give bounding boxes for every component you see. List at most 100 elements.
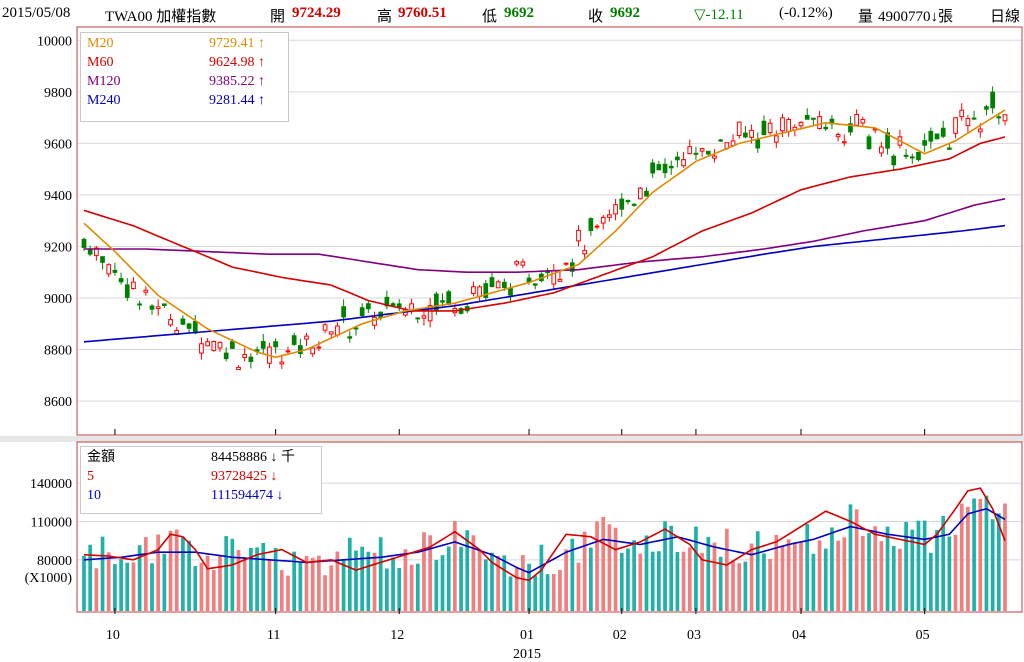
- candle-body: [440, 300, 445, 303]
- volume-bar: [422, 532, 426, 611]
- m120-line: [84, 198, 1006, 273]
- volume-bar: [261, 542, 266, 611]
- candle-body: [804, 114, 810, 120]
- volume-tick-label: 110000: [31, 515, 72, 530]
- volume-bar: [891, 545, 896, 611]
- volume-bar: [496, 555, 500, 611]
- volume-bar: [867, 533, 871, 611]
- volume-tick-label: 80000: [37, 554, 72, 569]
- volume-bar: [527, 563, 531, 611]
- vol5-line: [83, 487, 1006, 582]
- moving-average-lines: [83, 109, 1006, 359]
- volume-bar: [329, 565, 334, 611]
- month-label: 04: [792, 628, 806, 643]
- volume-bar: [928, 552, 933, 611]
- volume-bar: [310, 557, 315, 611]
- volume-bar: [341, 559, 346, 611]
- candle-body: [112, 269, 118, 273]
- volume-bar: [589, 547, 593, 611]
- open-label: 開: [270, 9, 286, 25]
- candle-body: [977, 128, 983, 133]
- price-gridlines: [78, 39, 1021, 402]
- candle-body: [879, 146, 884, 154]
- volume-bar: [113, 564, 117, 611]
- volume-bar: [626, 548, 630, 611]
- volume-bar: [848, 504, 853, 611]
- volume-bar: [669, 525, 674, 611]
- volume-bar: [694, 526, 698, 611]
- candle-body: [260, 341, 266, 349]
- candle-body: [749, 129, 754, 138]
- volume-bar: [483, 559, 488, 611]
- volume-bar: [267, 560, 272, 611]
- volume-bar: [106, 552, 111, 611]
- volume-bar: [372, 552, 377, 611]
- legend-label: M20: [87, 36, 114, 51]
- volume-bar: [304, 555, 309, 611]
- volume-axis-labels: 140000 110000 80000 (X1000): [25, 477, 73, 586]
- volume-bar: [162, 553, 167, 611]
- volume-bar: [187, 540, 191, 611]
- candle-body: [613, 204, 618, 215]
- price-tick-label: 10000: [37, 34, 72, 49]
- candle-body: [131, 281, 136, 290]
- volume-bar: [360, 546, 365, 611]
- candle-body: [798, 121, 804, 127]
- volume-bar: [904, 521, 908, 611]
- legend-value: 9729.41 ↑: [209, 36, 265, 51]
- low-label: 低: [482, 9, 498, 25]
- candle-body: [446, 291, 452, 305]
- vol10-line: [83, 507, 1006, 574]
- volume-bar: [978, 499, 983, 611]
- volume-bar: [644, 535, 649, 611]
- candle-body: [192, 320, 198, 334]
- volume-bar: [286, 575, 290, 611]
- moving-average-legend: M20 9729.41 ↑ M60 9624.98 ↑ M120 9385.22 ↑ M24…: [80, 32, 289, 122]
- volume-bar: [249, 547, 253, 611]
- volume-bar: [440, 555, 445, 611]
- volume-bar: [780, 545, 785, 611]
- candle-body: [186, 323, 192, 329]
- candle-body: [637, 187, 643, 200]
- candle-body: [823, 126, 829, 130]
- volume-bar: [959, 503, 964, 611]
- volume-bar: [576, 562, 581, 611]
- candle-body: [106, 264, 112, 275]
- volume-bar: [347, 537, 352, 611]
- candle-body: [390, 303, 396, 306]
- volume-bars: [82, 495, 1007, 611]
- price-axis-labels: 10000 9800 9600 9400 9200 9000 8800 8600: [37, 34, 72, 410]
- candle-body: [322, 324, 328, 331]
- volume-bar: [471, 535, 476, 611]
- candle-body: [817, 116, 822, 129]
- volume-bar: [990, 519, 995, 611]
- month-label: 12: [390, 628, 404, 643]
- month-label: 11: [267, 628, 280, 643]
- volume-bar: [459, 546, 463, 611]
- candle-body: [984, 106, 989, 110]
- candle-body: [118, 278, 124, 283]
- volume-bar: [354, 550, 358, 611]
- price-tick-label: 9800: [44, 86, 72, 101]
- m60-line: [83, 136, 1006, 312]
- volume-bar: [836, 540, 840, 611]
- volume-bar: [434, 559, 439, 611]
- volume-bar: [681, 551, 686, 611]
- volume-bar: [193, 566, 198, 611]
- candle-body: [508, 288, 513, 296]
- candle-body: [563, 262, 569, 265]
- close-value: 9692: [610, 5, 640, 21]
- price-tick-label: 9000: [44, 292, 72, 307]
- candle-body: [310, 347, 316, 355]
- candle-body: [650, 162, 656, 174]
- m240-line: [83, 224, 1006, 343]
- candle-body: [607, 214, 612, 218]
- volume-bar: [137, 545, 142, 611]
- volume-bar: [94, 568, 99, 611]
- volume-bar: [391, 557, 395, 611]
- candle-body: [328, 331, 334, 335]
- volume-bar: [984, 495, 989, 611]
- candle-body: [718, 139, 724, 142]
- volume-bar: [453, 521, 457, 611]
- candle-body: [335, 325, 340, 336]
